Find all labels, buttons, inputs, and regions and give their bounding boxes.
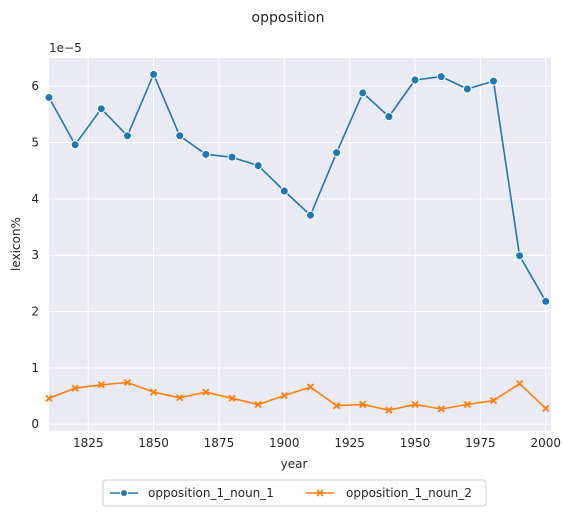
data-point [280,391,288,400]
chart-title: opposition [252,10,325,26]
data-point [542,404,550,413]
data-point [541,296,551,306]
legend-marker-series-1 [120,489,128,497]
x-tick-label: 1825 [73,436,104,450]
y-tick-label: 5 [31,136,39,150]
data-point [149,388,158,396]
data-point [306,383,315,391]
data-point [279,186,289,196]
data-point [385,406,393,414]
data-point [149,69,159,79]
x-tick-label: 1975 [465,436,496,450]
data-point [253,161,263,171]
x-tick-label: 1875 [204,436,235,450]
y-tick-label: 2 [31,305,39,319]
data-point [332,148,342,158]
data-point [489,396,498,405]
data-point [463,400,471,409]
legend: opposition_1_noun_1 opposition_1_noun_2 [102,479,487,507]
series-2 [45,378,550,414]
y-tick-label: 3 [31,248,39,262]
data-point [305,210,315,220]
x-tick-label: 1950 [400,436,431,450]
data-point [411,400,419,409]
data-point [410,75,420,85]
series-layer [44,69,551,414]
data-point [436,72,446,82]
legend-box [102,479,487,507]
y-tick-labels: 0 1 2 3 4 5 6 [31,79,39,431]
data-point [123,378,132,387]
data-point [332,402,341,410]
series-2-line [48,381,547,412]
data-point [122,131,132,141]
x-tick-label: 2000 [530,436,561,450]
y-tick-label: 6 [31,79,39,93]
data-point [228,394,236,402]
data-point [359,400,367,409]
data-point [488,76,498,86]
x-tick-label: 1925 [334,436,365,450]
legend-marker-series-2 [316,489,324,497]
data-point [202,388,210,396]
data-point [358,88,368,98]
legend-label-series-1: opposition_1_noun_1 [148,486,274,500]
series-1-line [48,73,547,302]
data-point [384,112,394,122]
y-tick-label: 4 [31,192,39,206]
y-scale-label: 1e−5 [49,41,82,55]
x-axis-label: year [281,457,308,471]
x-gridlines [87,58,547,431]
data-point [254,400,262,409]
data-point [96,104,106,114]
data-point [175,131,185,141]
data-point [462,84,472,94]
data-point [515,380,524,388]
data-point [515,251,525,261]
data-point [176,394,184,402]
x-tick-label: 1850 [138,436,169,450]
y-tick-label: 1 [31,361,39,375]
series-1 [44,69,551,306]
data-point [71,384,79,392]
plot-area [49,58,551,431]
data-point [227,152,237,162]
x-tick-label: 1900 [269,436,300,450]
data-point [201,149,211,159]
data-point [97,381,105,389]
data-point [45,394,53,402]
y-tick-label: 0 [31,417,39,431]
x-tick-labels: 1825 1850 1875 1900 1925 1950 1975 2000 [73,436,561,450]
y-gridlines [49,85,551,425]
data-point [44,92,54,102]
y-axis-label: lexicon% [9,217,23,271]
legend-label-series-2: opposition_1_noun_2 [346,486,472,500]
data-point [70,140,80,150]
data-point [437,405,445,413]
